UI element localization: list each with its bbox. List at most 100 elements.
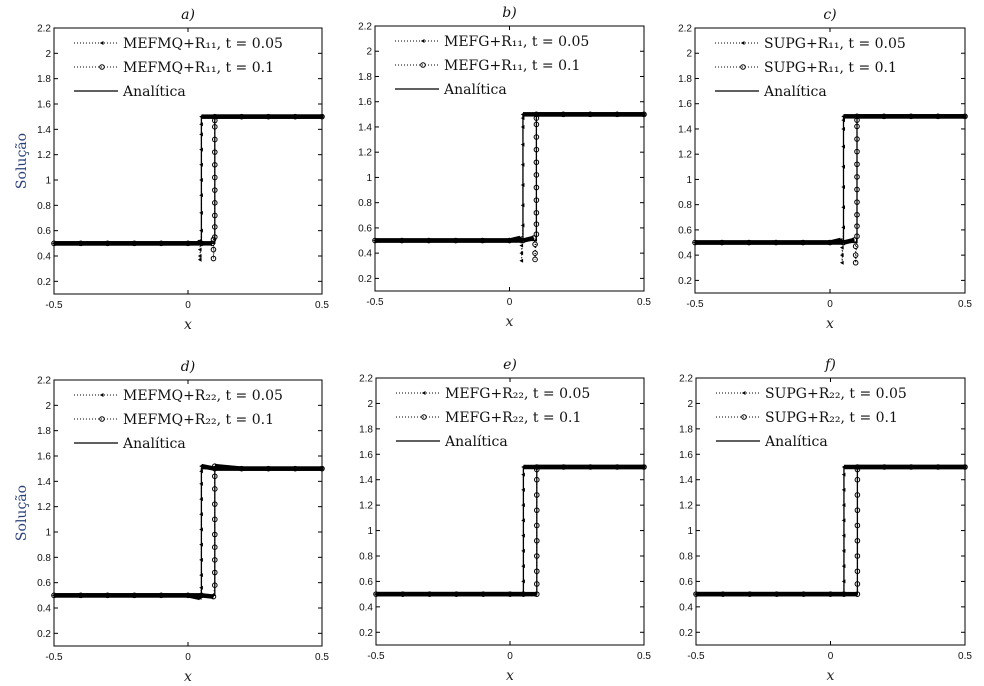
analytic-line (54, 116, 322, 244)
y-tick-label: 1 (45, 176, 51, 187)
circle-marker-icon (99, 64, 105, 70)
y-tick-label: 0.2 (678, 276, 692, 287)
y-tick-label: 1.8 (37, 74, 51, 85)
subplot-a: 0.2 0.4 0.6 0.8 1 1.2 1.4 1.6 1.8 2 2.2 -0.5 0 0.5 a) x… (14, 7, 329, 333)
y-tick-label: 0.6 (678, 225, 692, 236)
y-tick-label: 0.6 (37, 578, 51, 589)
y-tick-label: 1 (367, 526, 373, 537)
legend: MEFMQ+R₁₁, t = 0.05 MEFMQ+R₁₁, t = 0.1 Ana… (74, 36, 283, 100)
y-tick-label: 1.6 (37, 100, 51, 111)
series-3 (54, 116, 322, 244)
y-tick-label: 0.4 (678, 251, 692, 262)
y-tick-label: 0.8 (678, 200, 692, 211)
y-tick-label: 2.2 (37, 24, 51, 35)
y-tick-label: 0.4 (37, 252, 51, 263)
x-axis-label: x (506, 668, 514, 684)
series-3 (696, 466, 965, 595)
y-tick-label: 2.2 (678, 24, 692, 35)
data-point (519, 243, 524, 248)
legend-label: MEFMQ+R₁₁, t = 0.1 (123, 60, 274, 76)
subplot-f: 0.2 0.4 0.6 0.8 1 1.2 1.4 1.6 1.8 2 2.2 -0.5 0 0.5 f) x… (679, 357, 972, 684)
y-tick-label: 1.8 (678, 74, 692, 85)
legend-label: MEFMQ+R₂₂, t = 0.05 (123, 388, 283, 404)
analytic-line (54, 468, 322, 596)
legend-label: Analítica (763, 84, 827, 100)
legend-label: MEFG+R₁₁, t = 0.1 (444, 58, 580, 74)
y-tick-label: 1.4 (679, 475, 693, 486)
y-tick-label: 1.2 (679, 501, 693, 512)
y-tick-label: 0.2 (37, 629, 51, 640)
y-tick-label: 0.6 (359, 577, 373, 588)
y-tick-label: 2 (687, 399, 693, 410)
data-point (197, 257, 202, 262)
data-point (197, 254, 202, 258)
series-3 (695, 115, 965, 244)
y-tick-label: 0.6 (679, 577, 693, 588)
data-point (839, 260, 844, 265)
subplot-title: a) (181, 7, 195, 23)
legend-label: MEFMQ+R₂₂, t = 0.1 (123, 412, 274, 428)
y-tick-label: 0.2 (679, 628, 693, 639)
subplot-title: c) (823, 7, 836, 23)
y-tick-label: 1.2 (37, 502, 51, 513)
circle-marker-icon (99, 416, 105, 422)
triangle-marker-icon (741, 391, 746, 395)
data-point (852, 252, 859, 258)
y-tick-label: 2.2 (358, 22, 372, 33)
x-tick-label: -0.5 (687, 651, 705, 662)
y-tick-label: 1.2 (678, 150, 692, 161)
y-tick-label: 1.8 (358, 72, 372, 83)
y-tick-label: 0.4 (359, 602, 373, 613)
y-tick-label: 2.2 (359, 374, 373, 385)
y-tick-label: 2.2 (679, 374, 693, 385)
triangle-marker-icon (421, 391, 426, 395)
y-tick-label: 1 (45, 528, 51, 539)
subplot-c: 0.2 0.4 0.6 0.8 1 1.2 1.4 1.6 1.8 2 2.2 -0.5 0 0.5 c) x… (678, 7, 972, 332)
y-tick-label: 1.6 (678, 99, 692, 110)
x-tick-label: -0.5 (45, 300, 63, 311)
data-point (210, 255, 217, 262)
series-group (51, 463, 325, 601)
legend-label: MEFG+R₂₂, t = 0.05 (445, 386, 590, 402)
data-point (199, 464, 203, 469)
x-tick-label: -0.5 (686, 299, 704, 310)
circle-marker-icon (741, 414, 747, 420)
x-axis-label: x (184, 669, 192, 685)
y-tick-label: 0.8 (359, 552, 373, 563)
x-tick-label: 0 (185, 652, 191, 663)
y-tick-label: 2 (366, 47, 372, 58)
plot-area (53, 27, 323, 295)
series-group (372, 111, 647, 263)
subplot-e: 0.2 0.4 0.6 0.8 1 1.2 1.4 1.6 1.8 2 2.2 -0.5 0 0.5 e) x… (359, 357, 651, 684)
series-group (693, 464, 968, 597)
triangle-marker-icon (420, 39, 425, 43)
x-tick-label: 0.5 (315, 300, 329, 311)
legend-label: SUPG+R₁₁, t = 0.05 (764, 36, 906, 52)
y-axis-label: Solução (14, 133, 30, 189)
x-tick-label: 0.5 (315, 652, 329, 663)
y-tick-label: 2 (367, 399, 373, 410)
data-point (532, 241, 538, 248)
y-tick-label: 1 (366, 173, 372, 184)
x-tick-label: 0 (828, 651, 834, 662)
legend-label: MEFG+R₁₁, t = 0.05 (444, 34, 589, 50)
x-tick-label: 0 (827, 299, 833, 310)
x-tick-label: 0.5 (637, 651, 651, 662)
circle-marker-icon (420, 62, 426, 68)
y-tick-label: 0.4 (37, 604, 51, 615)
y-tick-label: 0.6 (358, 223, 372, 234)
subplot-b: 0.2 0.4 0.6 0.8 1 1.2 1.4 1.6 1.8 2 2.2 -0.5 0 0.5 b) x… (358, 5, 651, 330)
y-tick-label: 0.8 (358, 198, 372, 209)
data-point (852, 259, 859, 266)
legend-label: Analítica (444, 434, 508, 450)
data-point (210, 246, 217, 253)
triangle-marker-icon (99, 41, 104, 45)
x-tick-label: -0.5 (45, 652, 63, 663)
y-tick-label: 0.4 (358, 249, 372, 260)
legend-label: SUPG+R₂₂, t = 0.1 (765, 410, 898, 426)
y-tick-label: 1.4 (37, 125, 51, 136)
plot-area (375, 377, 645, 646)
y-tick-label: 0.2 (37, 277, 51, 288)
series-group (51, 113, 325, 262)
legend: SUPG+R₁₁, t = 0.05 SUPG+R₁₁, t = 0.1 Analí… (715, 36, 906, 100)
